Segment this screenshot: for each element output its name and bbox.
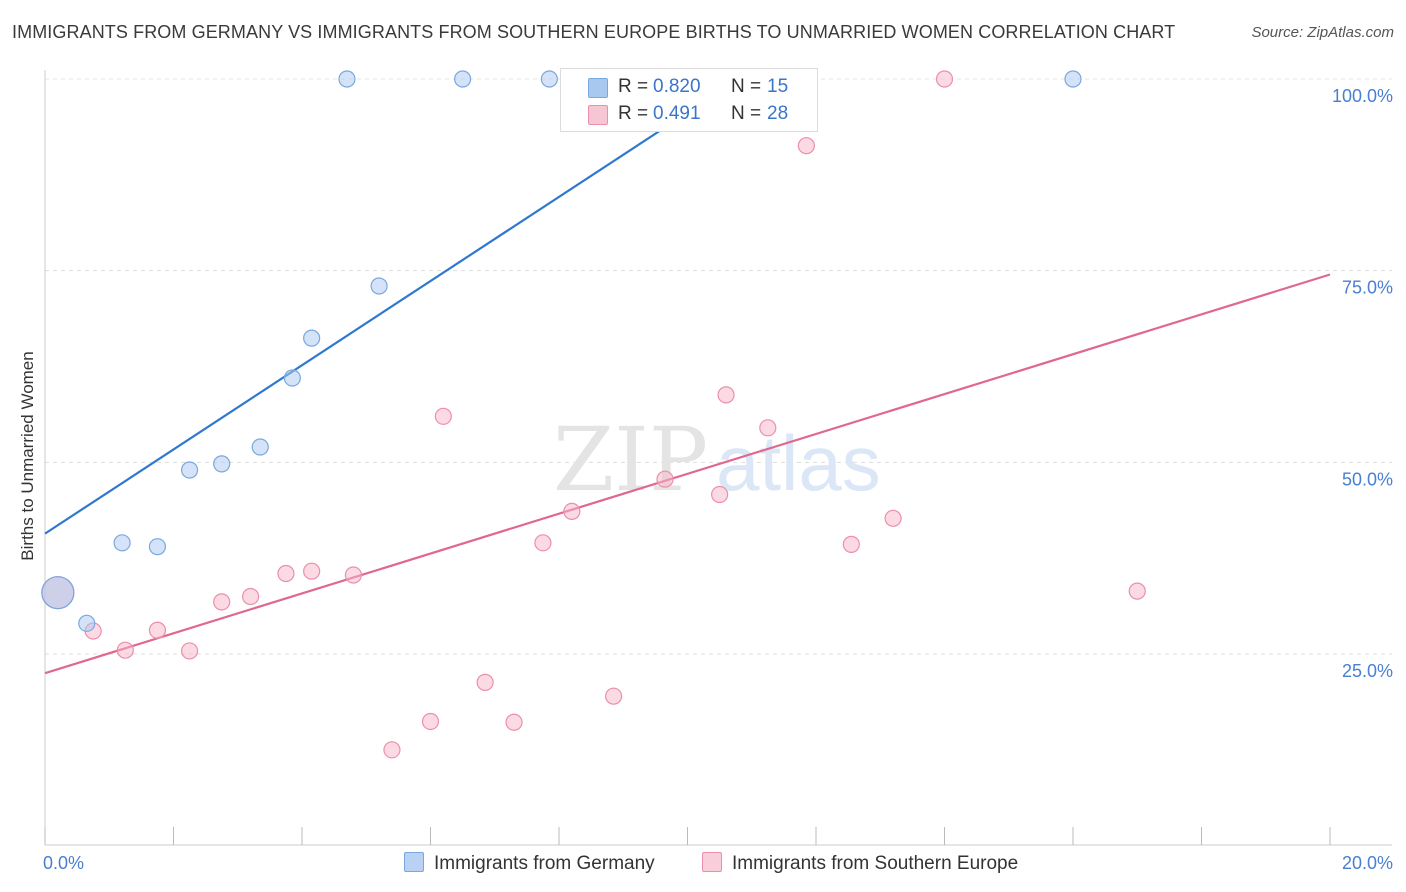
legend-swatch-germany	[588, 78, 608, 98]
point-germany	[251, 438, 269, 456]
x-tick-label: 20.0%	[1342, 853, 1393, 873]
point-germany	[113, 534, 131, 552]
series-name-southern-europe: Immigrants from Southern Europe	[732, 853, 1019, 874]
point-southern-europe	[534, 534, 552, 552]
point-germany	[148, 538, 167, 556]
trend-lines	[44, 78, 1331, 675]
point-southern-europe	[884, 509, 902, 527]
point-southern-europe	[759, 419, 777, 437]
point-southern-europe	[434, 407, 452, 425]
point-germany	[540, 70, 558, 88]
point-southern-europe	[421, 712, 440, 731]
trend-line-germany	[44, 78, 740, 535]
gridlines	[45, 78, 1392, 655]
point-southern-europe	[277, 564, 295, 583]
series-swatch-germany	[404, 852, 424, 872]
series-legend-southern-europe: Immigrants from Southern Europe	[702, 852, 1018, 875]
legend-n-value: 15	[767, 76, 789, 97]
legend-row-southern-europe: R = 0.491 N = 28	[561, 101, 817, 127]
legend-n-value: 28	[767, 103, 789, 124]
y-axis-title: Births to Unmarried Women	[18, 351, 37, 560]
x-tick-label: 0.0%	[43, 853, 84, 873]
axes	[44, 70, 1392, 846]
legend-row-germany: R = 0.820 N = 15	[561, 74, 817, 100]
watermark-zip: ZIP	[553, 408, 708, 511]
legend-n-label: N =	[731, 103, 762, 124]
point-germany	[370, 277, 388, 295]
series-legend-germany: Immigrants from Germany	[404, 852, 655, 875]
source-label: Source: ZipAtlas.com	[1251, 24, 1394, 41]
legend-r-value: 0.491	[653, 103, 701, 124]
point-southern-europe	[605, 687, 623, 705]
point-germany	[78, 614, 96, 632]
point-southern-europe	[563, 502, 581, 520]
trend-line-southern-europe	[44, 273, 1331, 675]
legend-r-label: R =	[618, 103, 649, 124]
data-points	[41, 70, 1146, 759]
tick-labels: 25.0% 50.0% 75.0% 100.0% 0.0% 20.0%	[43, 86, 1393, 873]
legend-n-label: N =	[731, 76, 762, 97]
point-southern-europe	[717, 386, 735, 404]
legend-r-label: R =	[618, 76, 649, 97]
point-germany	[213, 455, 231, 473]
point-germany	[283, 369, 301, 387]
legend-r-value: 0.820	[653, 76, 701, 97]
point-germany	[454, 70, 472, 88]
point-southern-europe	[242, 587, 260, 606]
point-germany	[41, 576, 75, 610]
watermark-atlas: atlas	[716, 419, 881, 507]
correlation-legend: R = 0.820 N = 15 R = 0.491 N = 28	[560, 68, 818, 132]
watermark: ZIP atlas	[553, 408, 881, 511]
point-southern-europe	[711, 485, 729, 504]
point-southern-europe	[116, 641, 134, 659]
legend-swatch-southern-europe	[588, 105, 608, 125]
point-germany	[1064, 70, 1082, 88]
point-germany	[180, 461, 199, 479]
point-southern-europe	[344, 566, 362, 584]
point-southern-europe	[180, 642, 199, 660]
point-germany	[303, 329, 321, 347]
point-germany	[338, 70, 356, 88]
point-southern-europe	[383, 741, 401, 759]
point-southern-europe	[148, 621, 167, 639]
point-southern-europe	[476, 673, 494, 691]
point-southern-europe	[797, 137, 815, 155]
y-tick-label: 100.0%	[1332, 86, 1393, 106]
point-southern-europe	[1128, 582, 1146, 600]
point-southern-europe	[303, 562, 321, 580]
point-southern-europe	[842, 535, 860, 553]
point-southern-europe	[656, 470, 674, 488]
point-southern-europe	[213, 593, 231, 611]
y-tick-label: 25.0%	[1342, 661, 1393, 681]
series-name-germany: Immigrants from Germany	[434, 853, 655, 874]
series-swatch-southern-europe	[702, 852, 722, 872]
point-southern-europe	[935, 70, 954, 88]
y-tick-label: 75.0%	[1342, 278, 1393, 298]
point-southern-europe	[505, 713, 523, 731]
y-tick-label: 50.0%	[1342, 469, 1393, 489]
chart-title: IMMIGRANTS FROM GERMANY VS IMMIGRANTS FR…	[12, 22, 1176, 42]
